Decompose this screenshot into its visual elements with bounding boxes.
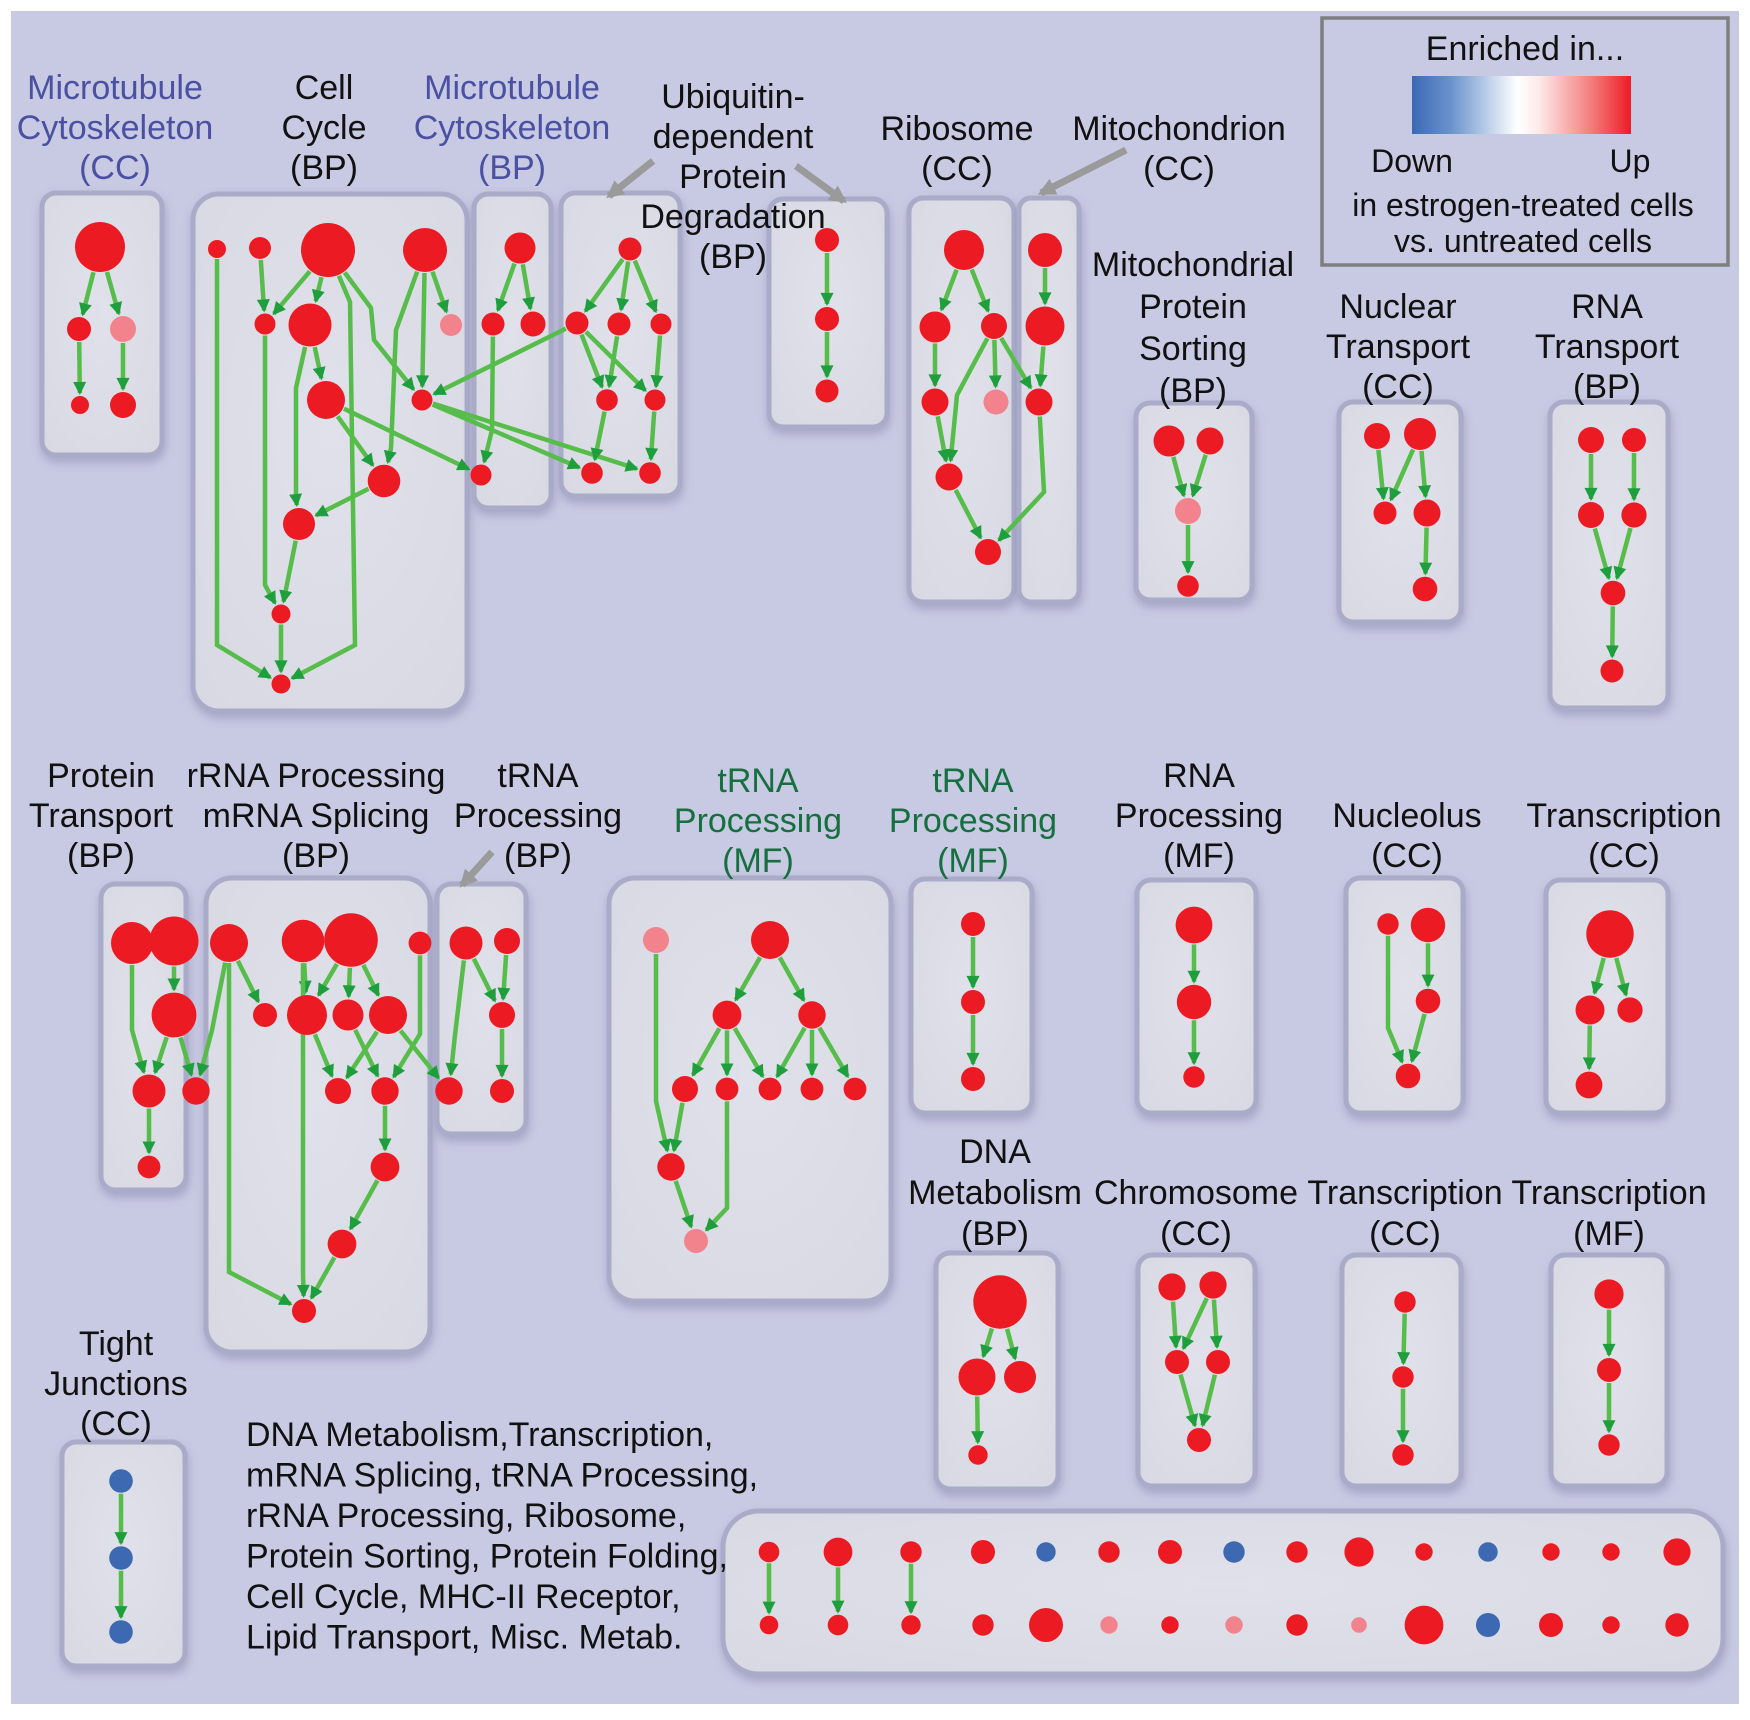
svg-text:DNA: DNA	[959, 1133, 1031, 1171]
svg-text:Sorting: Sorting	[1139, 330, 1247, 368]
svg-text:RNA: RNA	[1163, 757, 1235, 795]
svg-text:(BP): (BP)	[699, 238, 767, 276]
svg-text:Transcription: Transcription	[1511, 1174, 1706, 1212]
svg-text:Processing: Processing	[1115, 797, 1283, 835]
svg-text:Lipid Transport, Misc. Metab.: Lipid Transport, Misc. Metab.	[246, 1619, 683, 1657]
svg-text:Down: Down	[1371, 143, 1453, 179]
svg-text:in estrogen-treated cells: in estrogen-treated cells	[1352, 187, 1694, 223]
svg-text:Protein: Protein	[1139, 288, 1247, 326]
svg-text:Processing: Processing	[889, 802, 1057, 840]
svg-text:(CC): (CC)	[1588, 837, 1660, 875]
svg-text:Tight: Tight	[79, 1325, 154, 1363]
svg-text:RNA: RNA	[1571, 288, 1643, 326]
svg-text:Nuclear: Nuclear	[1339, 288, 1456, 326]
svg-text:Transcription: Transcription	[1307, 1174, 1502, 1212]
svg-text:Junctions: Junctions	[44, 1365, 188, 1403]
svg-text:(BP): (BP)	[67, 837, 135, 875]
svg-text:Cell: Cell	[295, 69, 354, 107]
svg-text:(MF): (MF)	[1163, 837, 1235, 875]
svg-text:(CC): (CC)	[1143, 150, 1215, 188]
svg-text:Nucleolus: Nucleolus	[1332, 797, 1481, 835]
svg-text:Chromosome: Chromosome	[1094, 1174, 1298, 1212]
svg-text:(BP): (BP)	[290, 149, 358, 187]
svg-text:Up: Up	[1610, 143, 1651, 179]
svg-text:(MF): (MF)	[1573, 1215, 1645, 1253]
svg-text:Ubiquitin-: Ubiquitin-	[661, 78, 805, 116]
svg-text:mRNA Splicing, tRNA Processing: mRNA Splicing, tRNA Processing,	[246, 1457, 758, 1495]
svg-text:Mitochondrial: Mitochondrial	[1092, 246, 1294, 284]
svg-text:tRNA: tRNA	[932, 762, 1014, 800]
svg-text:Protein: Protein	[47, 757, 155, 795]
svg-text:Transport: Transport	[29, 797, 174, 835]
svg-text:(CC): (CC)	[1160, 1215, 1232, 1253]
svg-text:Degradation: Degradation	[640, 198, 825, 236]
svg-text:DNA Metabolism,Transcription,: DNA Metabolism,Transcription,	[246, 1416, 713, 1454]
svg-text:Metabolism: Metabolism	[908, 1174, 1082, 1212]
svg-text:vs. untreated cells: vs. untreated cells	[1394, 223, 1652, 259]
svg-text:tRNA: tRNA	[717, 762, 799, 800]
svg-text:(MF): (MF)	[722, 842, 794, 880]
svg-text:Transport: Transport	[1535, 328, 1680, 366]
svg-text:Ribosome: Ribosome	[880, 110, 1033, 148]
svg-text:Protein Sorting, Protein Foldi: Protein Sorting, Protein Folding,	[246, 1538, 728, 1576]
svg-text:Microtubule: Microtubule	[424, 69, 600, 107]
svg-text:(BP): (BP)	[1573, 368, 1641, 406]
svg-text:(BP): (BP)	[504, 837, 572, 875]
svg-text:tRNA: tRNA	[497, 757, 579, 795]
svg-text:dependent: dependent	[653, 118, 814, 156]
svg-text:Cytoskeleton: Cytoskeleton	[17, 109, 214, 147]
svg-text:(CC): (CC)	[921, 150, 993, 188]
svg-text:rRNA Processing: rRNA Processing	[187, 757, 446, 795]
svg-text:(CC): (CC)	[80, 1405, 152, 1443]
svg-text:Processing: Processing	[454, 797, 622, 835]
svg-text:(BP): (BP)	[478, 149, 546, 187]
svg-text:(BP): (BP)	[1159, 372, 1227, 410]
svg-text:rRNA Processing, Ribosome,: rRNA Processing, Ribosome,	[246, 1497, 686, 1535]
svg-text:(BP): (BP)	[961, 1215, 1029, 1253]
svg-text:Cell Cycle, MHC-II Receptor,: Cell Cycle, MHC-II Receptor,	[246, 1578, 681, 1616]
svg-text:Cycle: Cycle	[281, 109, 366, 147]
svg-text:(CC): (CC)	[1362, 368, 1434, 406]
svg-text:Transcription: Transcription	[1526, 797, 1721, 835]
svg-text:Microtubule: Microtubule	[27, 69, 203, 107]
svg-text:Transport: Transport	[1326, 328, 1471, 366]
svg-text:Protein: Protein	[679, 158, 787, 196]
svg-text:(BP): (BP)	[282, 837, 350, 875]
svg-text:(CC): (CC)	[79, 149, 151, 187]
svg-text:(MF): (MF)	[937, 842, 1009, 880]
svg-text:Enriched in...: Enriched in...	[1426, 30, 1624, 68]
svg-text:Processing: Processing	[674, 802, 842, 840]
svg-text:Cytoskeleton: Cytoskeleton	[414, 109, 611, 147]
svg-text:Mitochondrion: Mitochondrion	[1072, 110, 1286, 148]
svg-text:(CC): (CC)	[1369, 1215, 1441, 1253]
svg-text:mRNA Splicing: mRNA Splicing	[203, 797, 430, 835]
svg-text:(CC): (CC)	[1371, 837, 1443, 875]
